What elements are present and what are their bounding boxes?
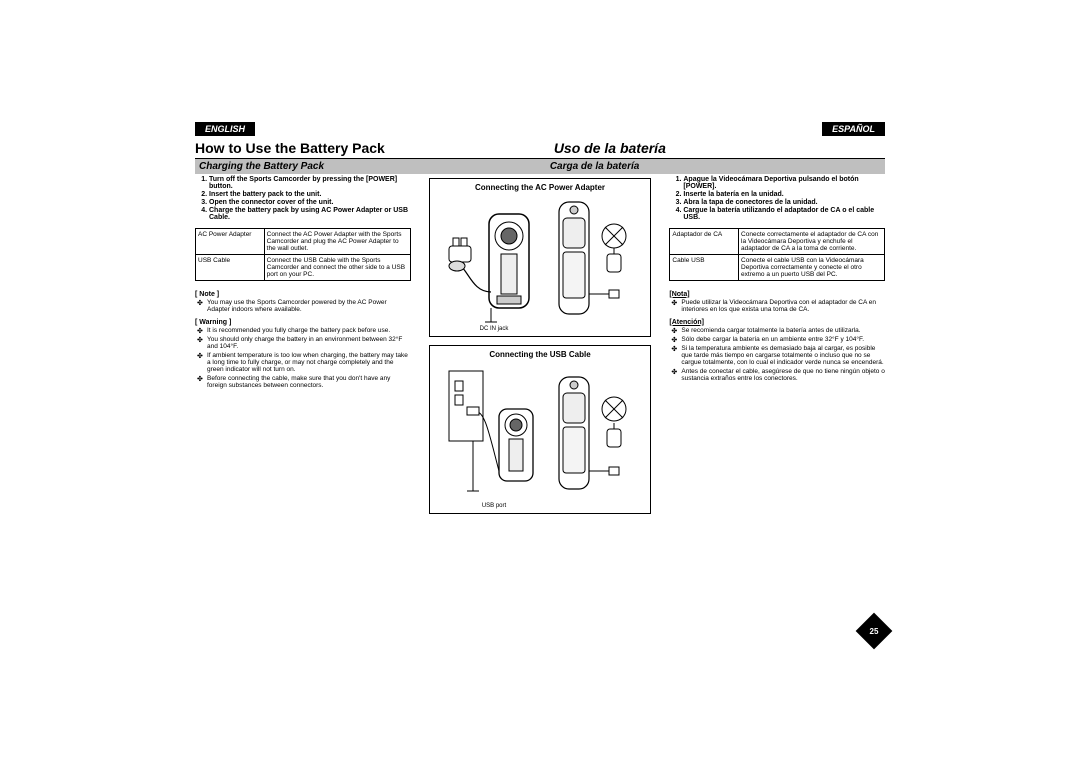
warn-item: Antes de conectar el cable, asegúrese de…: [671, 368, 885, 382]
table-en: AC Power AdapterConnect the AC Power Ada…: [195, 228, 411, 281]
lang-espanol: ESPAÑOL: [822, 122, 885, 136]
cell: Conecte el cable USB con la Videocámara …: [739, 254, 885, 280]
warn-item: You should only charge the battery in an…: [197, 336, 411, 350]
content-row: Turn off the Sports Camcorder by pressin…: [195, 176, 885, 642]
note-item: Puede utilizar la Videocámara Deportiva …: [671, 299, 885, 313]
diagram-usb: Connecting the USB Cable: [429, 345, 651, 514]
subtitle-es: Carga de la batería: [546, 159, 885, 174]
diagram-body: USB port: [430, 363, 650, 509]
notes-es: Puede utilizar la Videocámara Deportiva …: [669, 299, 885, 315]
warn-item: Sólo debe cargar la batería en un ambien…: [671, 336, 885, 343]
step: Open the connector cover of the unit.: [209, 199, 411, 206]
column-spanish: Apague la Videocámara Deportiva pulsando…: [669, 176, 885, 642]
manual-page: ENGLISH ESPAÑOL How to Use the Battery P…: [195, 122, 885, 642]
diagram-right: [549, 363, 637, 503]
cell: Connect the AC Power Adapter with the Sp…: [264, 228, 410, 254]
step: Inserte la batería en la unidad.: [683, 191, 885, 198]
camcorder-side-icon: [549, 196, 637, 326]
subtitle-row: Charging the Battery Pack Carga de la ba…: [195, 159, 885, 174]
camcorder-side2-icon: [549, 363, 637, 503]
title-en: How to Use the Battery Pack: [195, 138, 526, 158]
title-es: Uso de la batería: [554, 138, 885, 158]
diagram-body: DC IN jack: [430, 196, 650, 332]
warn-item: Se recomienda cargar totalmente la bater…: [671, 327, 885, 334]
title-row: How to Use the Battery Pack Uso de la ba…: [195, 138, 885, 159]
steps-en: Turn off the Sports Camcorder by pressin…: [195, 176, 411, 222]
table-es: Adaptador de CAConecte correctamente el …: [669, 228, 885, 281]
note-label-es: [Nota]: [669, 291, 885, 298]
step: Insert the battery pack to the unit.: [209, 191, 411, 198]
note-item: You may use the Sports Camcorder powered…: [197, 299, 411, 313]
step: Turn off the Sports Camcorder by pressin…: [209, 176, 411, 190]
column-diagrams: Connecting the AC Power Adapter: [411, 176, 670, 642]
diagram-label: USB port: [482, 503, 506, 509]
warn-item: Si la temperatura ambiente es demasiado …: [671, 345, 885, 366]
warnings-en: It is recommended you fully charge the b…: [195, 327, 411, 391]
warn-label-es: [Atención]: [669, 319, 885, 326]
diagram-ac: Connecting the AC Power Adapter: [429, 178, 651, 337]
warn-item: Before connecting the cable, make sure t…: [197, 375, 411, 389]
steps-es: Apague la Videocámara Deportiva pulsando…: [669, 176, 885, 222]
step: Apague la Videocámara Deportiva pulsando…: [683, 176, 885, 190]
cell: Cable USB: [670, 254, 739, 280]
warnings-es: Se recomienda cargar totalmente la bater…: [669, 327, 885, 384]
note-label-en: [ Note ]: [195, 291, 411, 298]
diagram-left: USB port: [443, 363, 545, 509]
step: Cargue la batería utilizando el adaptado…: [683, 207, 885, 221]
diagram-left: DC IN jack: [443, 196, 545, 332]
warn-item: It is recommended you fully charge the b…: [197, 327, 411, 334]
diagram-title: Connecting the USB Cable: [489, 350, 590, 359]
cell: USB Cable: [196, 254, 265, 280]
warn-item: If ambient temperature is too low when c…: [197, 352, 411, 373]
pc-usb-icon: [443, 363, 545, 503]
subtitle-en: Charging the Battery Pack: [195, 159, 534, 174]
diagram-right: [549, 196, 637, 326]
diagram-label: DC IN jack: [480, 326, 509, 332]
cell: Conecte correctamente el adaptador de CA…: [739, 228, 885, 254]
column-english: Turn off the Sports Camcorder by pressin…: [195, 176, 411, 642]
cell: AC Power Adapter: [196, 228, 265, 254]
cell: Adaptador de CA: [670, 228, 739, 254]
diagram-title: Connecting the AC Power Adapter: [475, 183, 605, 192]
lang-english: ENGLISH: [195, 122, 255, 136]
notes-en: You may use the Sports Camcorder powered…: [195, 299, 411, 315]
step: Charge the battery pack by using AC Powe…: [209, 207, 411, 221]
camcorder-ac-icon: [443, 196, 545, 326]
step: Abra la tapa de conectores de la unidad.: [683, 199, 885, 206]
warn-label-en: [ Warning ]: [195, 319, 411, 326]
cell: Connect the USB Cable with the Sports Ca…: [264, 254, 410, 280]
language-row: ENGLISH ESPAÑOL: [195, 122, 885, 136]
